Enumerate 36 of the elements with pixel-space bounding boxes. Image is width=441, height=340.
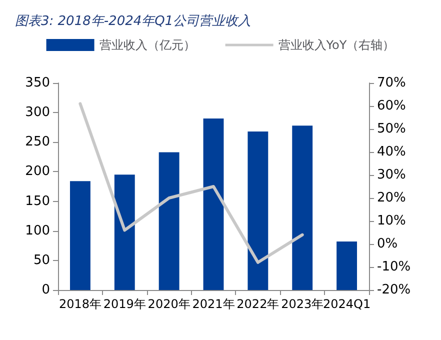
y-tick-label: 350 — [25, 76, 50, 90]
y-tick-label: 300 — [25, 105, 50, 120]
y-tick-label: 250 — [25, 134, 50, 150]
x-tick-label: 2023年 — [281, 297, 324, 311]
x-tick-label: 2018年 — [58, 297, 102, 311]
x-tick-label: 2019年 — [103, 297, 146, 311]
bar — [292, 126, 313, 290]
y2-tick-label: 30% — [377, 168, 406, 182]
y2-tick-label: 10% — [377, 214, 406, 228]
bar — [114, 174, 135, 290]
bar — [248, 131, 268, 290]
legend-label: 营业收入YoY（右轴） — [278, 38, 395, 52]
x-tick-label: 2021年 — [192, 297, 235, 311]
bar — [70, 181, 90, 290]
y2-tick-label: 60% — [377, 98, 406, 114]
x-tick-label: 2024Q1 — [322, 297, 371, 311]
x-tick-label: 2022年 — [236, 297, 280, 311]
y2-tick-label: 40% — [377, 144, 406, 160]
legend-label: 营业收入（亿元） — [99, 38, 196, 52]
y-tick-label: 150 — [25, 194, 50, 209]
y2-tick-label: 70% — [377, 76, 406, 90]
y-tick-label: 200 — [25, 164, 50, 180]
line-series — [78, 102, 304, 264]
y2-tick-label: -10% — [377, 260, 411, 274]
y-tick-label: 100 — [25, 223, 50, 238]
chart-title: 图表3: 2018年-2024年Q1公司营业收入 — [15, 14, 252, 29]
y2-tick-label: -20% — [377, 282, 411, 298]
y-tick-label: 50 — [33, 252, 50, 268]
y2-tick-label: 20% — [377, 190, 406, 206]
bar — [336, 242, 358, 290]
y2-tick-label: 50% — [377, 122, 406, 136]
bar — [158, 152, 180, 290]
x-tick-label: 2020年 — [148, 297, 190, 311]
y-tick-label: 0 — [42, 282, 50, 298]
bar — [203, 118, 224, 290]
y2-tick-label: 0% — [377, 236, 398, 252]
